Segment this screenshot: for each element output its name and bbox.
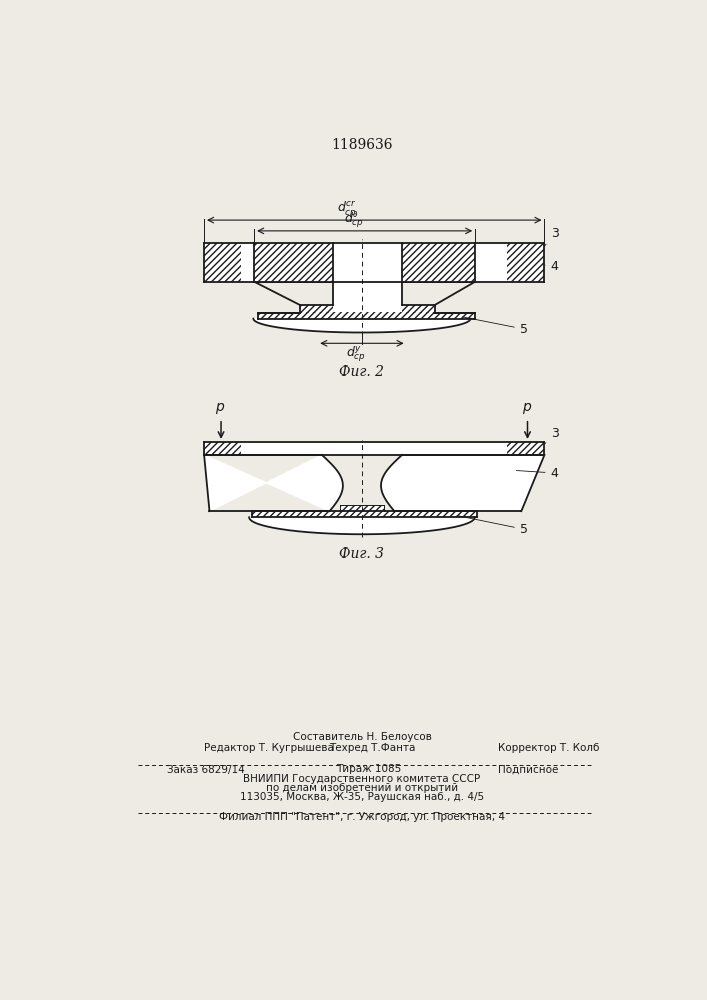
Text: Филиал ППП "Патент", г. Ужгород, ул. Проектная, 4: Филиал ППП "Патент", г. Ужгород, ул. Про… [219, 812, 505, 822]
Text: 113035, Москва, Ж-35, Раушская наб., д. 4/5: 113035, Москва, Ж-35, Раушская наб., д. … [240, 792, 484, 802]
Bar [508, 243, 544, 282]
Text: 3: 3 [544, 227, 559, 246]
Bar [340, 505, 383, 511]
Text: 4: 4 [545, 260, 559, 273]
Text: 4: 4 [516, 467, 559, 480]
Text: по делам изобретений и открытий: по делам изобретений и открытий [266, 783, 458, 793]
Text: 5: 5 [462, 317, 528, 336]
Bar [258, 312, 475, 319]
Text: Редактор Т. Кугрышева: Редактор Т. Кугрышева [204, 743, 334, 753]
Text: $d_{cp}^{cr}$: $d_{cp}^{cr}$ [337, 199, 356, 219]
Bar [204, 243, 544, 282]
Text: Фиг. 3: Фиг. 3 [339, 547, 385, 561]
Text: Корректор Т. Колб: Корректор Т. Колб [498, 743, 600, 753]
Bar [254, 243, 475, 282]
Text: 3: 3 [544, 427, 559, 444]
Bar [252, 511, 477, 517]
Bar [254, 243, 333, 282]
Polygon shape [204, 455, 343, 511]
Text: Техред Т.Фанта: Техред Т.Фанта [329, 743, 415, 753]
Text: p: p [522, 400, 530, 414]
Bar [402, 243, 475, 282]
Bar [333, 282, 402, 305]
Bar [300, 305, 333, 312]
Text: p: p [215, 400, 224, 414]
Text: 5: 5 [457, 516, 528, 536]
Polygon shape [253, 319, 475, 333]
Bar [204, 442, 241, 455]
Bar [252, 511, 477, 517]
Text: Фиг. 2: Фиг. 2 [339, 365, 385, 379]
Text: $d_{cp}^{\partial}$: $d_{cp}^{\partial}$ [344, 210, 364, 230]
Bar [340, 505, 383, 511]
Bar [508, 442, 544, 455]
Text: $d_{cp}^{y}$: $d_{cp}^{y}$ [346, 345, 366, 364]
Bar [258, 312, 475, 319]
Text: ВНИИПИ Государственного комитета СССР: ВНИИПИ Государственного комитета СССР [243, 774, 481, 784]
Polygon shape [249, 517, 477, 534]
Bar [204, 243, 241, 282]
Text: Заказ 6829/14: Заказ 6829/14 [167, 764, 245, 774]
Bar [204, 442, 544, 455]
Bar [300, 305, 435, 312]
Text: 1189636: 1189636 [331, 138, 392, 152]
Text: Составитель Н. Белоусов: Составитель Н. Белоусов [293, 732, 431, 742]
Bar [402, 305, 435, 312]
Text: Тираж 1085: Тираж 1085 [337, 764, 402, 774]
Polygon shape [381, 455, 544, 511]
Text: Подписное: Подписное [498, 764, 559, 774]
